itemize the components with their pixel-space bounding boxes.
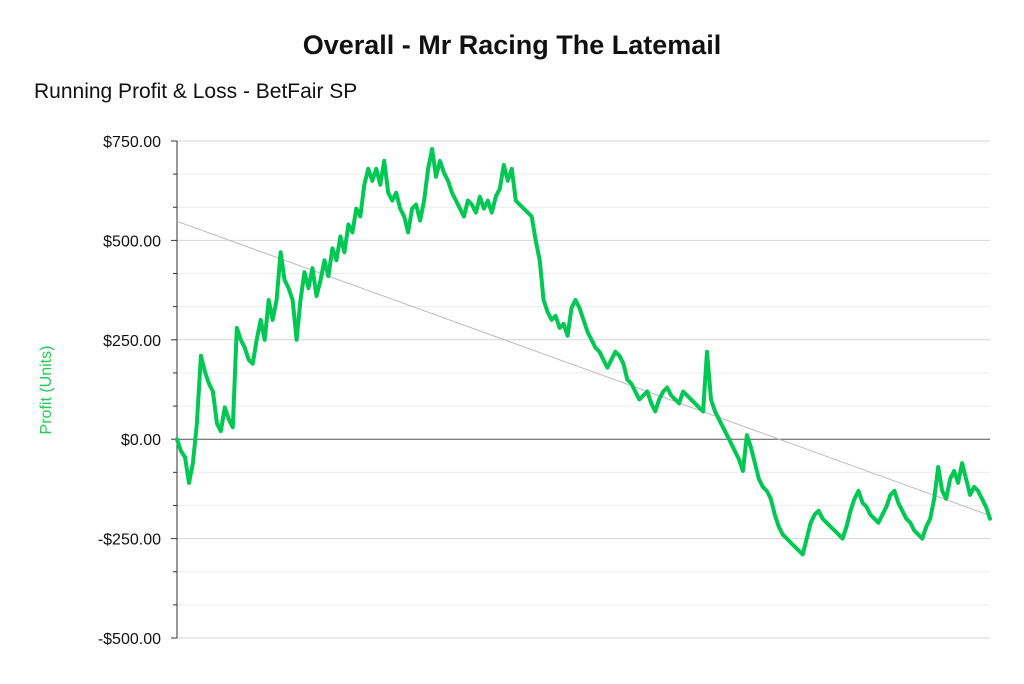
y-tick-label: -$250.00: [98, 532, 161, 549]
chart-title: Overall - Mr Racing The Latemail: [302, 30, 722, 60]
series-layer: [175, 147, 992, 557]
y-tick-label: $250.00: [103, 333, 161, 350]
series-line: [175, 147, 992, 557]
trend-line: [176, 220, 991, 517]
y-tick-label: $750.00: [103, 134, 161, 151]
y-tick-label: $0.00: [121, 432, 161, 449]
y-axis: $750.00 $500.00 $250.00 $0.00 -$250.00 -$500.…: [98, 134, 178, 648]
y-tick-label: $500.00: [103, 233, 161, 250]
grid-lines: [177, 140, 990, 639]
trend-layer: [176, 220, 991, 517]
y-tick-label: -$500.00: [98, 631, 161, 648]
chart-subtitle: Running Profit & Loss - BetFair SP: [34, 80, 358, 103]
y-axis-title: Profit (Units): [38, 346, 55, 435]
